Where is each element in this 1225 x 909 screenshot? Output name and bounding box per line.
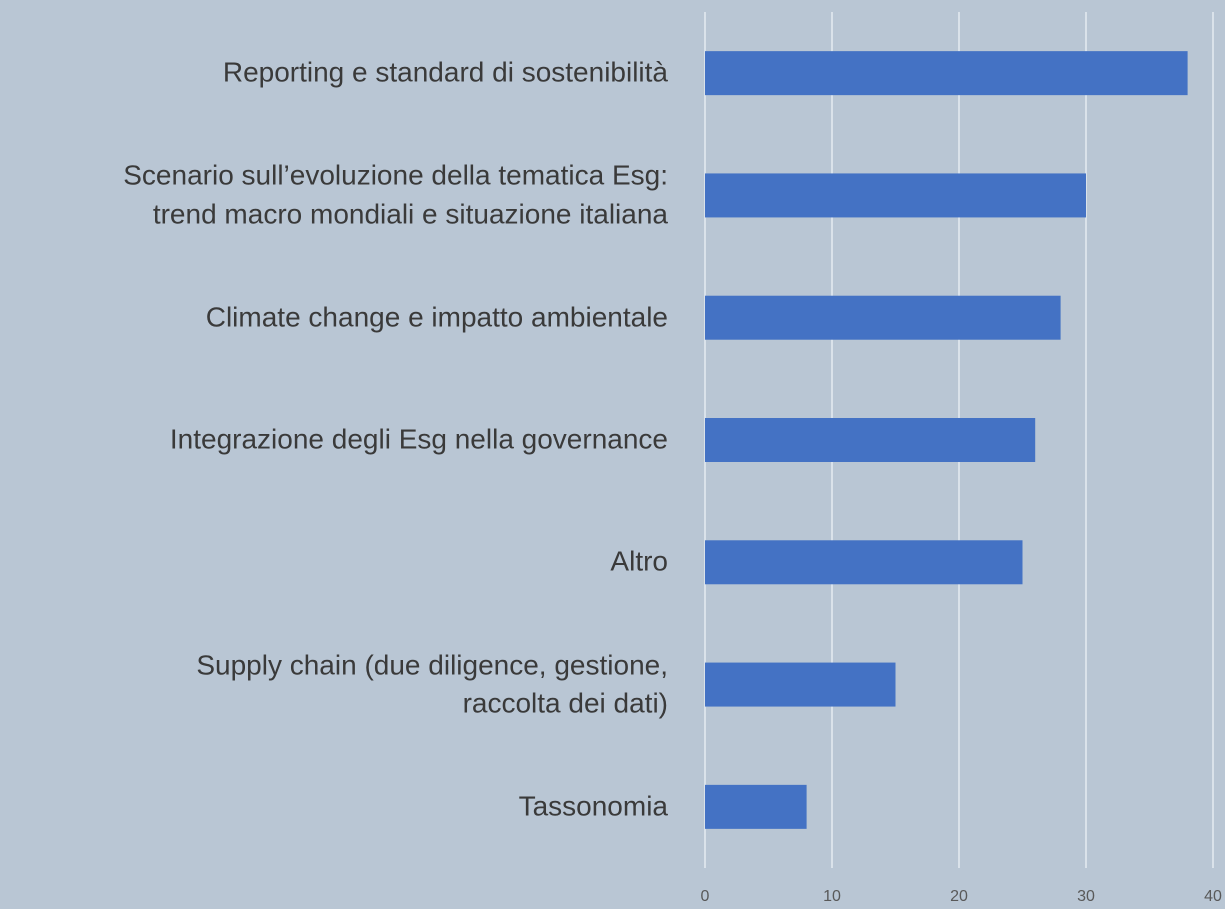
x-tick-label: 20: [950, 888, 968, 905]
x-tick-label: 10: [823, 888, 841, 905]
y-tick-label: Scenario sull’evoluzione della tematica …: [123, 159, 668, 230]
bar: [705, 540, 1023, 585]
bar: [705, 173, 1086, 218]
bar: [705, 51, 1188, 96]
x-tick-label: 30: [1077, 888, 1095, 905]
y-tick-label: Tassonomia: [518, 790, 668, 822]
bar: [705, 662, 896, 707]
bar: [705, 784, 807, 829]
x-tick-label: 40: [1204, 888, 1222, 905]
y-tick-label: Reporting e standard di sostenibilità: [222, 56, 668, 88]
x-tick-label: 0: [701, 888, 710, 905]
y-tick-label: Climate change e impatto ambientale: [205, 301, 668, 333]
bar: [705, 418, 1036, 462]
bar: [705, 295, 1061, 340]
y-tick-label: Integrazione degli Esg nella governance: [169, 423, 668, 455]
y-tick-label: Altro: [610, 545, 668, 577]
y-tick-label: Supply chain (due diligence, gestione, r…: [196, 648, 668, 719]
